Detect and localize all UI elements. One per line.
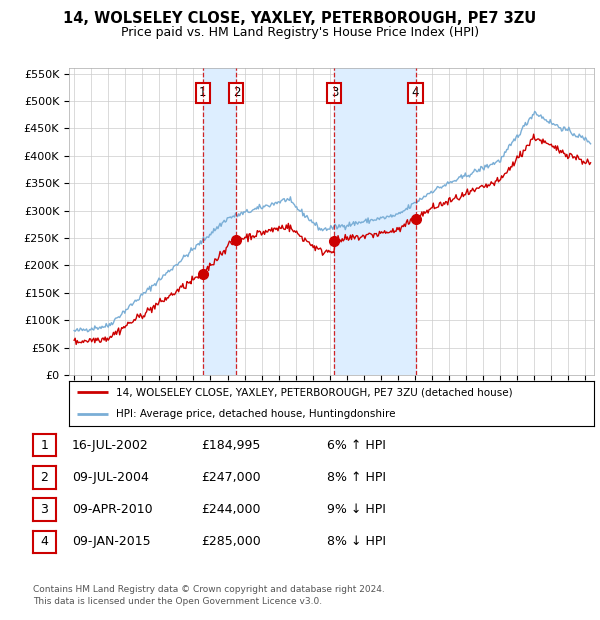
Text: 3: 3 xyxy=(331,86,338,99)
Text: 2: 2 xyxy=(233,86,240,99)
Text: 1: 1 xyxy=(199,86,206,99)
Text: HPI: Average price, detached house, Huntingdonshire: HPI: Average price, detached house, Hunt… xyxy=(116,409,396,419)
Text: 8% ↓ HPI: 8% ↓ HPI xyxy=(327,536,386,548)
Text: 9% ↓ HPI: 9% ↓ HPI xyxy=(327,503,386,516)
Text: 6% ↑ HPI: 6% ↑ HPI xyxy=(327,439,386,451)
Text: 4: 4 xyxy=(40,536,49,548)
Text: 09-JAN-2015: 09-JAN-2015 xyxy=(72,536,151,548)
Text: 3: 3 xyxy=(40,503,49,516)
Text: 1: 1 xyxy=(40,439,49,451)
Text: 09-JUL-2004: 09-JUL-2004 xyxy=(72,471,149,484)
Bar xyxy=(203,68,236,375)
Text: 14, WOLSELEY CLOSE, YAXLEY, PETERBOROUGH, PE7 3ZU (detached house): 14, WOLSELEY CLOSE, YAXLEY, PETERBOROUGH… xyxy=(116,388,513,397)
Text: 09-APR-2010: 09-APR-2010 xyxy=(72,503,152,516)
Text: Contains HM Land Registry data © Crown copyright and database right 2024.
This d: Contains HM Land Registry data © Crown c… xyxy=(33,585,385,606)
Text: £247,000: £247,000 xyxy=(201,471,260,484)
Text: 4: 4 xyxy=(412,86,419,99)
Text: £184,995: £184,995 xyxy=(201,439,260,451)
Text: 8% ↑ HPI: 8% ↑ HPI xyxy=(327,471,386,484)
Text: 2: 2 xyxy=(40,471,49,484)
Text: £285,000: £285,000 xyxy=(201,536,261,548)
Bar xyxy=(334,68,416,375)
Text: 14, WOLSELEY CLOSE, YAXLEY, PETERBOROUGH, PE7 3ZU: 14, WOLSELEY CLOSE, YAXLEY, PETERBOROUGH… xyxy=(64,11,536,26)
Text: £244,000: £244,000 xyxy=(201,503,260,516)
Text: Price paid vs. HM Land Registry's House Price Index (HPI): Price paid vs. HM Land Registry's House … xyxy=(121,27,479,39)
Text: 16-JUL-2002: 16-JUL-2002 xyxy=(72,439,149,451)
